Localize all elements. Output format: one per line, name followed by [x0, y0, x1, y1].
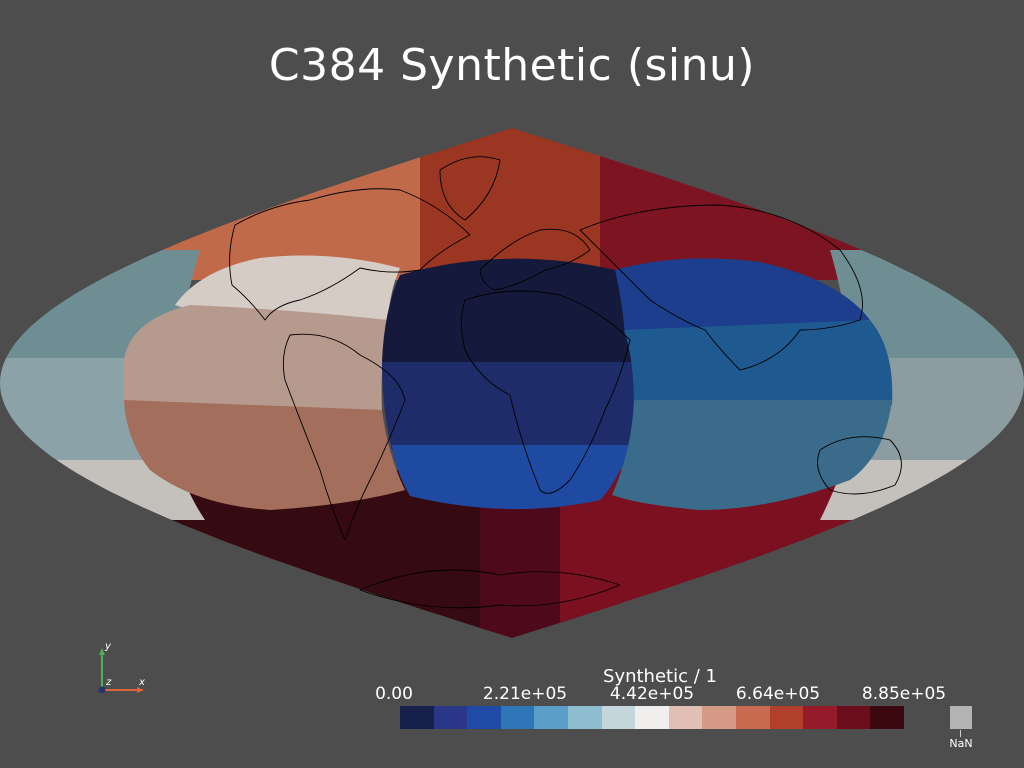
- europe-coast: [479, 228, 591, 291]
- america-face-mid: [124, 305, 388, 410]
- colorbar-swatch-12: [803, 706, 837, 729]
- antarctica-coast: [359, 569, 621, 609]
- asia-face-bottom: [612, 400, 892, 510]
- plot-title: C384 Synthetic (sinu): [268, 40, 756, 91]
- colorbar-swatch-13: [836, 706, 871, 729]
- africa-face-mid: [382, 362, 636, 450]
- colorbar-swatch-6: [601, 706, 636, 729]
- colorbar-swatch-7: [635, 706, 669, 729]
- greenland-coast: [439, 156, 501, 221]
- south-america-coast: [282, 333, 406, 541]
- colorbar: [400, 706, 904, 729]
- colorbar-tick-2: 4.42e+05: [609, 684, 695, 704]
- z-axis-label: z: [106, 677, 112, 688]
- colorbar-swatch-4: [534, 706, 568, 729]
- africa-face-bottom: [392, 445, 632, 510]
- colorbar-title: Synthetic / 1: [603, 666, 717, 687]
- orientation-axes: y x z: [90, 640, 160, 710]
- north-face-mid: [420, 128, 620, 280]
- north-face-left: [0, 128, 420, 280]
- asia-coast: [579, 204, 863, 371]
- colorbar-tick-4: 8.85e+05: [861, 684, 947, 704]
- colorbar-swatch-3: [500, 706, 535, 729]
- axes-glyph: [98, 648, 144, 694]
- colorbar-tick-3: 6.64e+05: [735, 684, 821, 704]
- africa-coast: [461, 290, 631, 494]
- colorbar-tick-1: 2.21e+05: [482, 684, 568, 704]
- asia-face-mid: [624, 320, 893, 405]
- colorbar-swatch-10: [735, 706, 770, 729]
- colorbar-swatch-11: [769, 706, 804, 729]
- africa-face-top: [382, 258, 635, 362]
- nan-label: NaN: [949, 737, 973, 750]
- colorbar-swatch-1: [433, 706, 468, 729]
- nan-tick: [960, 730, 961, 737]
- asia-face-top: [615, 258, 870, 335]
- colorbar-swatch-14: [870, 706, 904, 729]
- colorbar-swatch-2: [467, 706, 501, 729]
- colorbar-swatch-5: [567, 706, 602, 729]
- nan-swatch: [950, 706, 972, 729]
- colorbar-swatch-0: [400, 706, 434, 729]
- north-america-coast: [229, 188, 471, 321]
- america-face-bottom: [124, 400, 405, 510]
- y-axis-label: y: [105, 641, 111, 652]
- x-axis-label: x: [139, 677, 145, 688]
- coastlines: [229, 156, 902, 609]
- north-face-right: [600, 128, 1024, 280]
- colorbar-swatch-9: [702, 706, 736, 729]
- australia-coast: [817, 436, 902, 495]
- colorbar-tick-0: 0.00: [375, 684, 413, 704]
- america-face-top: [175, 255, 400, 320]
- colorbar-swatch-8: [668, 706, 703, 729]
